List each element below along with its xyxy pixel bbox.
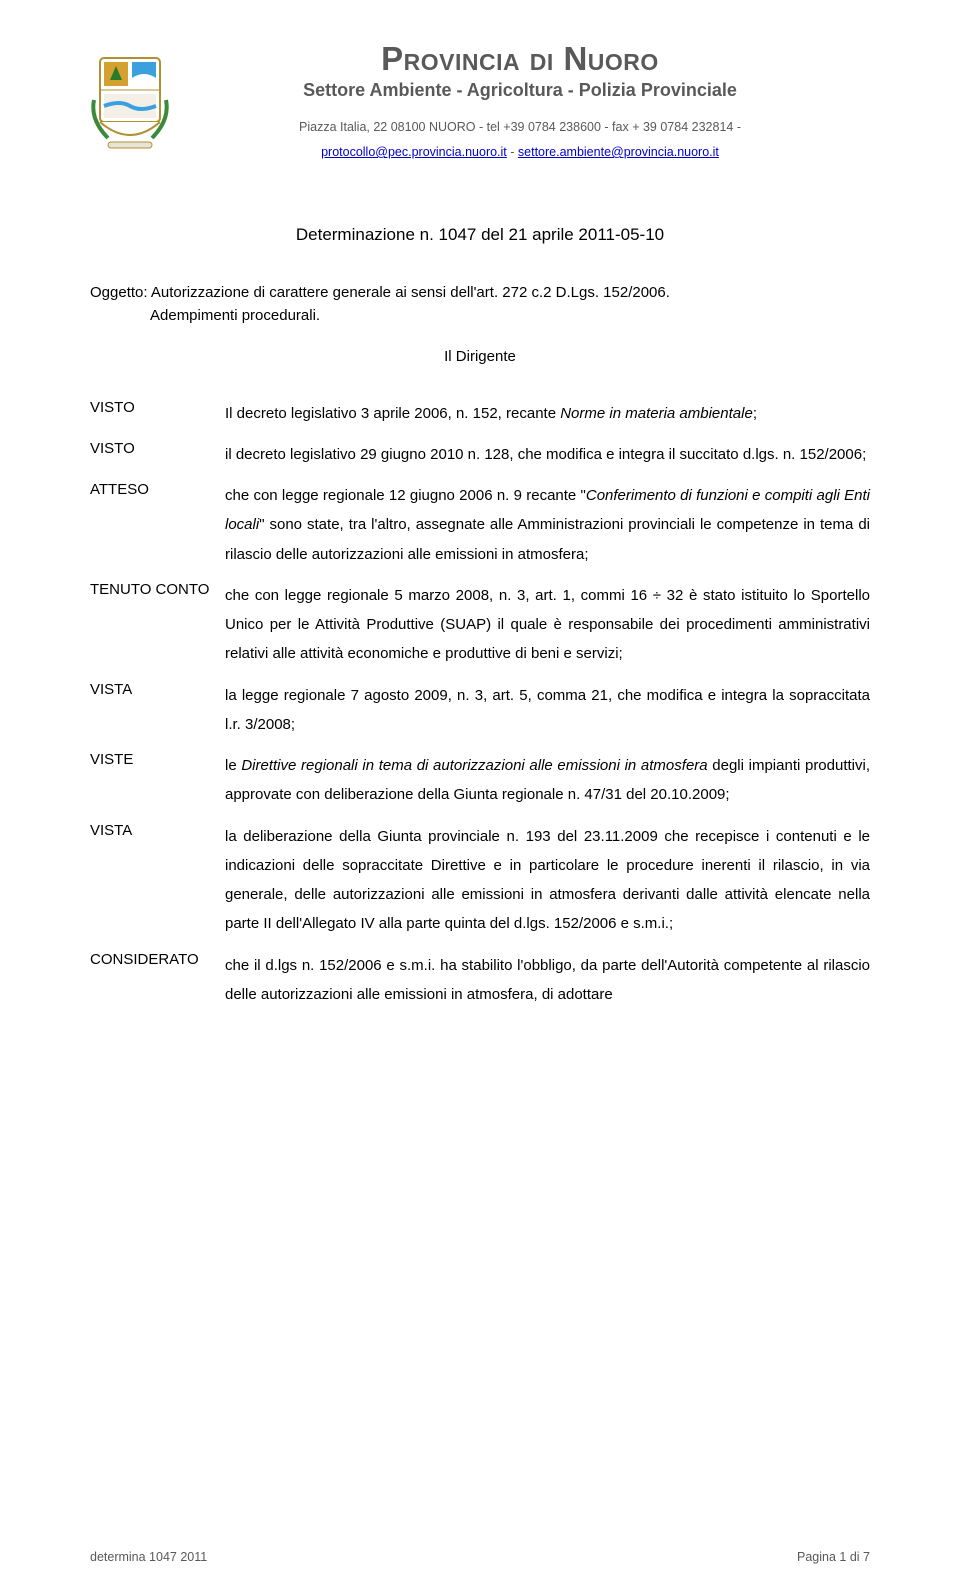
recital-row: VISTEle Direttive regionali in tema di a… <box>90 739 870 810</box>
subject-text-1: Autorizzazione di carattere generale ai … <box>148 284 670 301</box>
address-line: Piazza Italia, 22 08100 NUORO - tel +39 … <box>299 120 741 134</box>
recital-text: il decreto legislativo 29 giugno 2010 n.… <box>225 428 870 469</box>
recital-row: VISTAla legge regionale 7 agosto 2009, n… <box>90 669 870 740</box>
recital-key: CONSIDERATO <box>90 939 225 1010</box>
document-page: Provincia di Nuoro Settore Ambiente - Ag… <box>0 0 960 1588</box>
recital-row: TENUTO CONTOche con legge regionale 5 ma… <box>90 569 870 669</box>
recital-text-span: le <box>225 757 241 774</box>
recital-text-span: che con legge regionale 5 marzo 2008, n.… <box>225 587 870 663</box>
recital-text-span: " sono state, tra l'altro, assegnate all… <box>225 516 870 562</box>
recital-text: Il decreto legislativo 3 aprile 2006, n.… <box>225 399 870 428</box>
recital-key: TENUTO CONTO <box>90 569 225 669</box>
recital-key: VISTO <box>90 399 225 428</box>
recital-row: VISTOil decreto legislativo 29 giugno 20… <box>90 428 870 469</box>
email-separator: - <box>507 145 518 159</box>
email-link-protocollo[interactable]: protocollo@pec.provincia.nuoro.it <box>321 145 507 159</box>
recital-key: VISTA <box>90 810 225 939</box>
dirigente-label: Il Dirigente <box>90 348 870 365</box>
recital-row: VISTAla deliberazione della Giunta provi… <box>90 810 870 939</box>
recital-key: VISTO <box>90 428 225 469</box>
subject-block: Oggetto: Autorizzazione di carattere gen… <box>90 281 870 328</box>
email-link-settore[interactable]: settore.ambiente@provincia.nuoro.it <box>518 145 719 159</box>
org-title: Provincia di Nuoro <box>170 40 870 78</box>
recital-text-span: il decreto legislativo 29 giugno 2010 n.… <box>225 446 866 463</box>
recital-text-span: la deliberazione della Giunta provincial… <box>225 828 870 933</box>
recital-text: che il d.lgs n. 152/2006 e s.m.i. ha sta… <box>225 939 870 1010</box>
recital-text-span: ; <box>753 405 757 422</box>
recital-text: le Direttive regionali in tema di autori… <box>225 739 870 810</box>
recital-text-span: che con legge regionale 12 giugno 2006 n… <box>225 487 586 504</box>
recital-row: VISTOIl decreto legislativo 3 aprile 200… <box>90 399 870 428</box>
determination-heading: Determinazione n. 1047 del 21 aprile 201… <box>90 225 870 245</box>
subject-label: Oggetto: <box>90 284 148 301</box>
recitals-table: VISTOIl decreto legislativo 3 aprile 200… <box>90 399 870 1010</box>
recital-text-italic: Norme in materia ambientale <box>560 405 753 422</box>
recital-text: la deliberazione della Giunta provincial… <box>225 810 870 939</box>
page-footer: determina 1047 2011 Pagina 1 di 7 <box>90 1550 870 1564</box>
org-address: Piazza Italia, 22 08100 NUORO - tel +39 … <box>170 115 870 165</box>
subject-text-2: Adempimenti procedurali. <box>150 304 870 327</box>
footer-left: determina 1047 2011 <box>90 1550 207 1564</box>
recital-text-span: la legge regionale 7 agosto 2009, n. 3, … <box>225 687 870 733</box>
recital-row: ATTESOche con legge regionale 12 giugno … <box>90 469 870 569</box>
recital-key: VISTA <box>90 669 225 740</box>
footer-right: Pagina 1 di 7 <box>797 1550 870 1564</box>
letterhead-text: Provincia di Nuoro Settore Ambiente - Ag… <box>170 40 870 165</box>
org-subtitle: Settore Ambiente - Agricoltura - Polizia… <box>170 80 870 101</box>
recital-text-italic: Direttive regionali in tema di autorizza… <box>241 757 707 774</box>
recital-key: ATTESO <box>90 469 225 569</box>
recital-text: che con legge regionale 5 marzo 2008, n.… <box>225 569 870 669</box>
recital-row: CONSIDERATOche il d.lgs n. 152/2006 e s.… <box>90 939 870 1010</box>
recital-text-span: Il decreto legislativo 3 aprile 2006, n.… <box>225 405 560 422</box>
recital-text-span: che il d.lgs n. 152/2006 e s.m.i. ha sta… <box>225 957 870 1003</box>
provincial-crest-icon <box>90 50 170 150</box>
recital-key: VISTE <box>90 739 225 810</box>
recital-text: la legge regionale 7 agosto 2009, n. 3, … <box>225 669 870 740</box>
recital-text: che con legge regionale 12 giugno 2006 n… <box>225 469 870 569</box>
letterhead: Provincia di Nuoro Settore Ambiente - Ag… <box>90 40 870 165</box>
